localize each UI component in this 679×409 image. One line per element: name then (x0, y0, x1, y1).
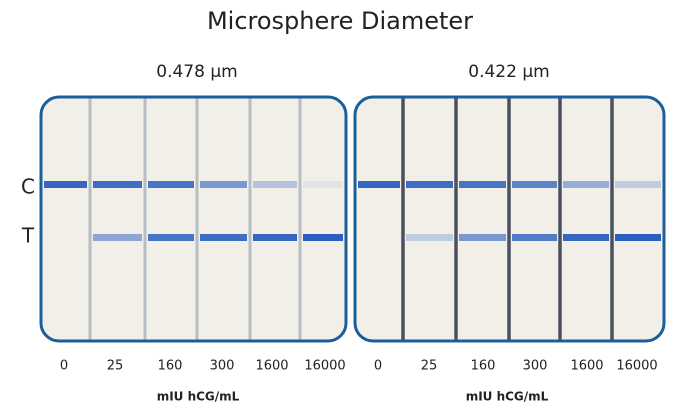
test-band (615, 234, 661, 241)
concentration-label: 16000 (616, 359, 657, 374)
concentration-label: 1600 (255, 359, 288, 374)
concentration-label: 0 (374, 359, 382, 374)
control-band (512, 181, 557, 188)
test-band (459, 234, 506, 241)
test-band (253, 234, 297, 241)
row-label: T (21, 224, 35, 248)
control-band (44, 181, 87, 188)
concentration-label: 1600 (570, 359, 603, 374)
test-band (93, 234, 142, 241)
test-band (148, 234, 194, 241)
control-band (93, 181, 142, 188)
test-band (303, 234, 343, 241)
control-band (615, 181, 661, 188)
control-band (253, 181, 297, 188)
concentration-label: 160 (471, 359, 496, 374)
concentration-label: 300 (523, 359, 548, 374)
axis-label: mIU hCG/mL (157, 390, 240, 404)
panel-label: 0.422 µm (468, 62, 549, 82)
test-band (200, 234, 247, 241)
test-band (563, 234, 609, 241)
control-band (406, 181, 453, 188)
concentration-label: 25 (107, 359, 124, 374)
concentration-label: 160 (158, 359, 183, 374)
concentration-label: 0 (60, 359, 68, 374)
control-band (459, 181, 506, 188)
test-band (512, 234, 557, 241)
axis-label: mIU hCG/mL (466, 390, 549, 404)
title: Microsphere Diameter (207, 7, 473, 35)
row-label: C (21, 175, 35, 199)
test-band (406, 234, 453, 241)
concentration-label: 16000 (304, 359, 345, 374)
control-band (358, 181, 400, 188)
panel-frame (39, 95, 348, 343)
control-band (200, 181, 247, 188)
control-band (148, 181, 194, 188)
strip-background (41, 97, 346, 341)
concentration-label: 300 (210, 359, 235, 374)
control-band (303, 181, 343, 188)
control-band (563, 181, 609, 188)
panel-label: 0.478 µm (156, 62, 237, 82)
concentration-label: 25 (421, 359, 438, 374)
panel-frame (353, 95, 666, 343)
panel (355, 97, 664, 341)
panel (41, 97, 346, 341)
